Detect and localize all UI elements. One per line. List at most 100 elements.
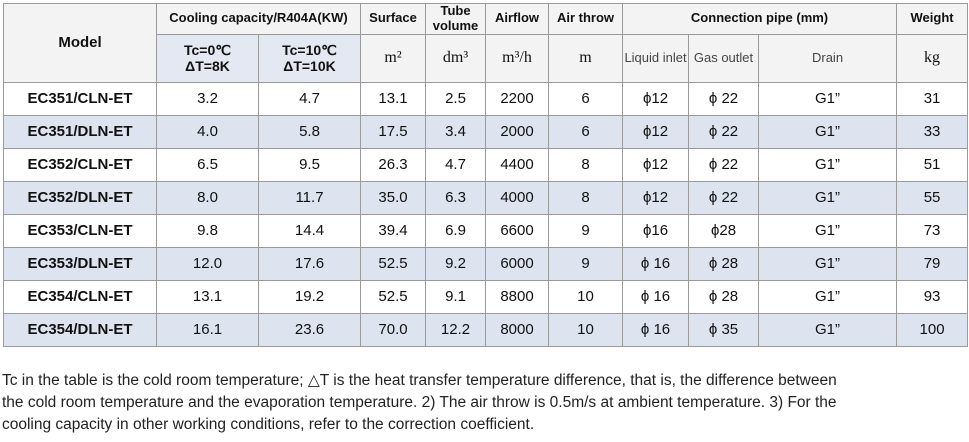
data-cell: ϕ 22	[688, 180, 760, 215]
subheader-cell: m²	[360, 33, 427, 83]
data-cell: G1”	[758, 279, 898, 314]
data-cell: G1”	[758, 147, 898, 182]
data-cell: 4.0	[156, 114, 259, 149]
model-cell: EC351/CLN-ET	[3, 81, 157, 116]
cell-line: Tc=10℃	[282, 42, 337, 59]
data-cell: ϕ12	[622, 180, 690, 215]
data-cell: ϕ 22	[688, 81, 760, 116]
data-cell: 8	[548, 147, 624, 182]
data-cell: 10	[548, 312, 624, 347]
cell-line: Tc=0℃	[184, 42, 231, 59]
data-cell: 35.0	[360, 180, 427, 215]
data-cell: 9.5	[257, 147, 362, 182]
data-cell: 31	[896, 81, 969, 116]
data-cell: ϕ 22	[688, 114, 760, 149]
data-cell: 8000	[485, 312, 550, 347]
subheader-cell: kg	[896, 33, 969, 83]
data-cell: 2000	[485, 114, 550, 149]
header-cell: Airflow	[485, 3, 550, 35]
table-row: EC354/CLN-ET 13.1 19.2 52.5 9.1 8800 10 ϕ 16 ϕ 2…	[3, 279, 969, 314]
data-cell: 9.1	[425, 279, 487, 314]
data-cell: 79	[896, 246, 969, 281]
header-cell: Model	[3, 3, 157, 83]
model-cell: EC352/DLN-ET	[3, 180, 157, 215]
data-cell: 19.2	[257, 279, 362, 314]
data-cell: 12.2	[425, 312, 487, 347]
subheader-cell: Liquid inlet	[622, 33, 690, 83]
data-cell: 16.1	[156, 312, 259, 347]
data-cell: 70.0	[360, 312, 427, 347]
subheader-cell: Tc=0℃ ΔT=8K	[156, 33, 259, 83]
data-cell: 93	[896, 279, 969, 314]
data-cell: 9	[548, 246, 624, 281]
data-cell: ϕ12	[622, 81, 690, 116]
data-cell: ϕ 28	[688, 279, 760, 314]
data-cell: 17.6	[257, 246, 362, 281]
data-cell: 6000	[485, 246, 550, 281]
data-cell: 55	[896, 180, 969, 215]
model-cell: EC352/CLN-ET	[3, 147, 157, 182]
data-cell: ϕ12	[622, 147, 690, 182]
header-cell: Tube volume	[425, 3, 487, 35]
cell-line: ΔT=8K	[185, 58, 230, 75]
data-cell: 9.2	[425, 246, 487, 281]
data-cell: ϕ 22	[688, 147, 760, 182]
subheader-cell: Tc=10℃ ΔT=10K	[257, 33, 362, 83]
data-cell: 4.7	[425, 147, 487, 182]
data-cell: 13.1	[360, 81, 427, 116]
header-cell: Connection pipe (mm)	[622, 3, 898, 35]
data-cell: 8800	[485, 279, 550, 314]
data-cell: 6	[548, 81, 624, 116]
data-cell: 23.6	[257, 312, 362, 347]
cell-line: ΔT=10K	[283, 58, 336, 75]
data-cell: G1”	[758, 114, 898, 149]
table-row: EC353/DLN-ET 12.0 17.6 52.5 9.2 6000 9 ϕ 16 ϕ 28…	[3, 246, 969, 281]
data-cell: 33	[896, 114, 969, 149]
data-cell: 10	[548, 279, 624, 314]
model-cell: EC353/DLN-ET	[3, 246, 157, 281]
data-cell: 26.3	[360, 147, 427, 182]
data-cell: G1”	[758, 213, 898, 248]
subheader-cell: dm³	[425, 33, 487, 83]
data-cell: 17.5	[360, 114, 427, 149]
data-cell: 8	[548, 180, 624, 215]
data-cell: 8.0	[156, 180, 259, 215]
data-cell: 2.5	[425, 81, 487, 116]
subheader-cell: Drain	[758, 33, 898, 83]
header-cell: Weight	[896, 3, 969, 35]
data-cell: 6.3	[425, 180, 487, 215]
data-cell: 4.7	[257, 81, 362, 116]
data-cell: G1”	[758, 312, 898, 347]
model-cell: EC354/DLN-ET	[3, 312, 157, 347]
data-cell: 73	[896, 213, 969, 248]
data-cell: 2200	[485, 81, 550, 116]
data-cell: G1”	[758, 180, 898, 215]
header-cell: Surface	[360, 3, 427, 35]
data-cell: 39.4	[360, 213, 427, 248]
data-cell: G1”	[758, 81, 898, 116]
table-row: Tc=0℃ ΔT=8K Tc=10℃ ΔT=10K m² dm³ m³/h m Liquid i…	[4, 33, 969, 83]
subheader-cell: m³/h	[485, 33, 550, 83]
subheader-cell: Gas outlet	[688, 33, 760, 83]
table-row: EC354/DLN-ET 16.1 23.6 70.0 12.2 8000 10 ϕ 16 ϕ …	[3, 312, 969, 347]
data-cell: 52.5	[360, 279, 427, 314]
data-cell: ϕ 35	[688, 312, 760, 347]
table-row: EC351/CLN-ET 3.2 4.7 13.1 2.5 2200 6 ϕ12 ϕ 22 G1”…	[3, 81, 969, 116]
table-row: EC352/CLN-ET 6.5 9.5 26.3 4.7 4400 8 ϕ12 ϕ 22 G1”…	[3, 147, 969, 182]
data-cell: 6600	[485, 213, 550, 248]
subheader-cell: m	[548, 33, 624, 83]
data-cell: ϕ12	[622, 114, 690, 149]
table-row: EC352/DLN-ET 8.0 11.7 35.0 6.3 4000 8 ϕ12 ϕ 22 G1…	[3, 180, 969, 215]
model-cell: EC354/CLN-ET	[3, 279, 157, 314]
table-row: EC353/CLN-ET 9.8 14.4 39.4 6.9 6600 9 ϕ16 ϕ28 G1”…	[3, 213, 969, 248]
data-cell: ϕ28	[688, 213, 760, 248]
data-cell: 6.5	[156, 147, 259, 182]
data-cell: ϕ 16	[622, 312, 690, 347]
data-cell: 11.7	[257, 180, 362, 215]
data-cell: ϕ 28	[688, 246, 760, 281]
table-row: Model Cooling capacity/R404A(KW) Surface Tu…	[3, 3, 969, 83]
data-cell: G1”	[758, 246, 898, 281]
footnote: Tc in the table is the cold room tempera…	[2, 372, 837, 433]
data-cell: 100	[896, 312, 969, 347]
